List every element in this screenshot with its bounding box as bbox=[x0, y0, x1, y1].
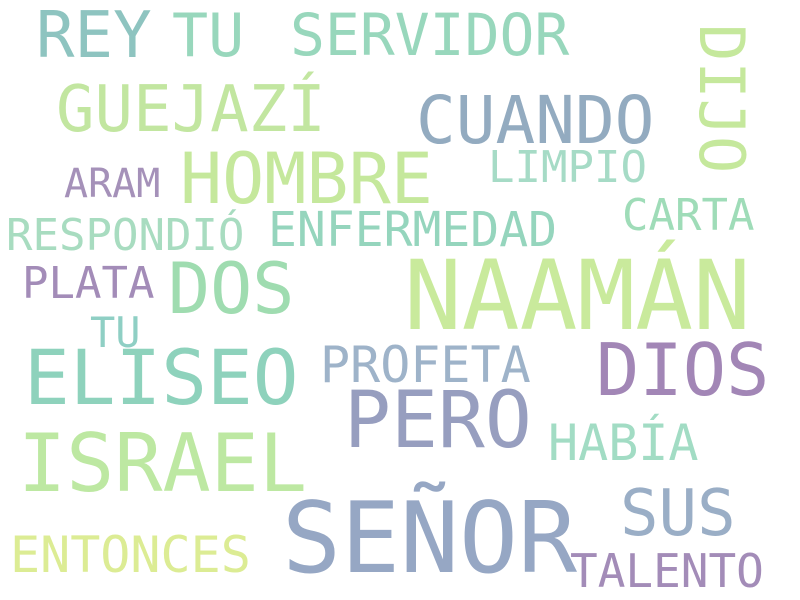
word-entonces: ENTONCES bbox=[10, 526, 251, 584]
word-tu-mid: TU bbox=[90, 308, 141, 357]
word-talento: TALENTO bbox=[570, 544, 764, 598]
word-profeta: PROFETA bbox=[320, 336, 531, 394]
word-hombre: HOMBRE bbox=[180, 138, 433, 220]
word-dos: DOS bbox=[168, 248, 295, 330]
word-pero: PERO bbox=[344, 376, 532, 466]
word-cuando: CUANDO bbox=[416, 82, 655, 159]
word-eliseo: ELISEO bbox=[24, 333, 299, 422]
word-israel: ISRAEL bbox=[18, 417, 307, 510]
word-senor: SEÑOR bbox=[282, 482, 578, 596]
word-habia: HABÍA bbox=[548, 414, 699, 472]
word-guejazi: GUEJAZÍ bbox=[56, 73, 326, 147]
word-dios: DIOS bbox=[596, 328, 770, 412]
word-naaman: NAAMÁN bbox=[404, 240, 751, 352]
word-dijo: DIJO bbox=[685, 24, 758, 174]
word-enfermedad: ENFERMEDAD bbox=[268, 202, 557, 258]
word-limpio: LIMPIO bbox=[488, 142, 647, 193]
word-rey: REY bbox=[36, 0, 152, 73]
word-plata: PLATA bbox=[22, 258, 155, 309]
word-sus: SUS bbox=[620, 477, 736, 551]
word-aram: ARAM bbox=[64, 161, 161, 207]
word-servidor: SERVIDOR bbox=[290, 1, 570, 69]
word-tu-top: TU bbox=[172, 1, 245, 71]
word-respondio: RESPONDIÓ bbox=[6, 210, 245, 261]
word-carta: CARTA bbox=[622, 190, 755, 241]
